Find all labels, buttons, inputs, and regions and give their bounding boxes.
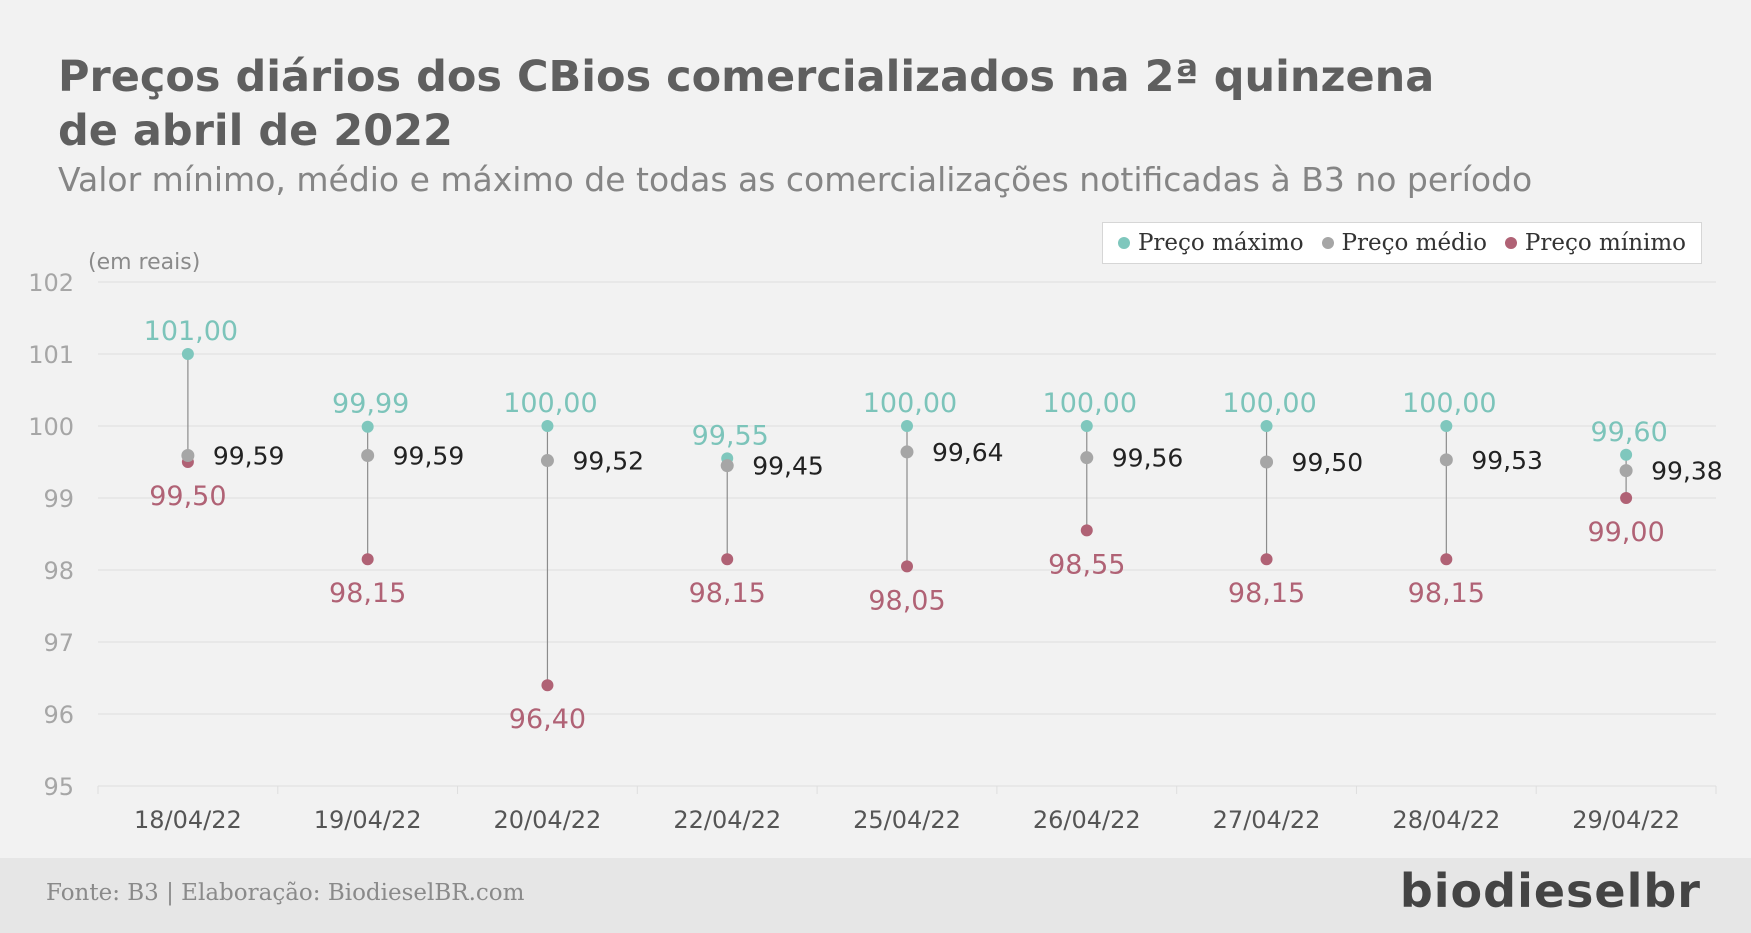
avg-price-label: 99,64	[932, 438, 1004, 467]
min-price-point	[1260, 553, 1273, 566]
price-chart: 95 96 97 98 99 100 101 102 18/04/22 101,00 99,59 99…	[28, 269, 1723, 834]
avg-price-point	[1619, 464, 1633, 478]
avg-price-label: 99,52	[572, 447, 644, 476]
avg-price-point	[900, 445, 914, 459]
y-tick-label: 102	[28, 269, 74, 297]
y-tick-label: 101	[28, 341, 74, 369]
max-price-label: 100,00	[1043, 388, 1137, 419]
avg-price-label: 99,53	[1471, 446, 1543, 475]
max-price-point	[361, 420, 374, 433]
min-price-point	[1620, 492, 1633, 504]
avg-price-label: 99,59	[213, 442, 285, 471]
max-price-point	[1620, 448, 1633, 461]
chart-subtitle: Valor mínimo, médio e máximo de todas as…	[58, 160, 1533, 199]
source-credit: Fonte: B3 | Elaboração: BiodieselBR.com	[46, 880, 525, 906]
legend-item-min: Preço mínimo	[1504, 230, 1687, 256]
max-price-label: 99,99	[332, 389, 409, 420]
avg-price-label: 99,50	[1292, 448, 1364, 477]
y-tick-label: 98	[43, 557, 74, 585]
min-price-label: 98,15	[1228, 578, 1305, 609]
max-price-label: 101,00	[144, 316, 238, 347]
avg-price-point	[1080, 451, 1094, 465]
min-price-point	[721, 553, 734, 566]
x-tick-label: 25/04/22	[853, 806, 961, 834]
x-tick-label: 22/04/22	[673, 806, 781, 834]
brand-logo: biodieselbr	[1399, 864, 1701, 918]
legend-item-max: Preço máximo	[1117, 230, 1304, 256]
avg-price-label: 99,56	[1112, 444, 1184, 473]
min-price-point	[901, 560, 913, 573]
max-price-label: 100,00	[1402, 388, 1496, 419]
max-price-label: 100,00	[1222, 388, 1316, 419]
y-tick-label: 95	[43, 773, 74, 801]
legend-max-marker	[1117, 237, 1130, 249]
x-tick-label: 18/04/22	[134, 806, 242, 834]
x-tick-label: 26/04/22	[1033, 806, 1141, 834]
x-tick-label: 20/04/22	[494, 806, 602, 834]
chart-legend: Preço máximo Preço médio Preço mínimo	[1102, 222, 1702, 264]
min-price-point	[1080, 524, 1093, 537]
min-price-label: 98,55	[1048, 549, 1125, 580]
max-price-label: 99,60	[1590, 417, 1667, 448]
avg-price-label: 99,45	[752, 452, 824, 481]
min-price-label: 98,15	[329, 578, 406, 609]
max-price-point	[1260, 420, 1273, 432]
min-price-label: 98,15	[1408, 578, 1485, 609]
min-price-label: 98,05	[868, 585, 945, 616]
legend-min-marker	[1504, 237, 1517, 249]
min-price-label: 98,15	[689, 578, 766, 609]
avg-price-point	[540, 454, 554, 468]
max-price-point	[901, 420, 913, 432]
chart-title: Preços diários dos CBios comercializados…	[58, 52, 1435, 156]
avg-price-label: 99,59	[393, 442, 465, 471]
x-tick-label: 29/04/22	[1572, 806, 1680, 834]
min-price-point	[541, 679, 554, 692]
x-tick-label: 19/04/22	[314, 806, 422, 834]
max-price-point	[1440, 420, 1453, 432]
legend-min-label: Preço mínimo	[1524, 230, 1687, 256]
min-price-point	[361, 553, 374, 566]
avg-price-point	[181, 449, 195, 463]
avg-price-point	[1439, 453, 1453, 467]
legend-item-avg: Preço médio	[1321, 230, 1487, 256]
y-tick-label: 97	[43, 629, 74, 657]
avg-price-point	[361, 449, 375, 463]
max-price-label: 100,00	[863, 388, 957, 419]
min-price-label: 99,50	[149, 481, 226, 512]
legend-max-label: Preço máximo	[1137, 230, 1304, 256]
y-tick-label: 96	[43, 701, 74, 729]
legend-avg-label: Preço médio	[1341, 230, 1487, 256]
min-price-point	[1440, 553, 1453, 566]
legend-avg-marker	[1321, 237, 1334, 249]
x-tick-label: 28/04/22	[1392, 806, 1500, 834]
max-price-point	[181, 348, 194, 360]
y-tick-label: 100	[28, 413, 74, 441]
min-price-label: 96,40	[509, 704, 586, 735]
y-tick-label: 99	[43, 485, 74, 513]
x-tick-label: 27/04/22	[1213, 806, 1321, 834]
max-price-label: 99,55	[692, 420, 769, 451]
max-price-point	[541, 420, 554, 432]
max-price-point	[1080, 420, 1093, 432]
y-axis-unit-label: (em reais)	[88, 250, 201, 275]
footer-bar: Fonte: B3 | Elaboração: BiodieselBR.com …	[0, 858, 1751, 933]
avg-price-label: 99,38	[1651, 457, 1723, 486]
avg-price-point	[1260, 455, 1274, 469]
max-price-label: 100,00	[503, 388, 597, 419]
avg-price-point	[720, 459, 734, 473]
min-price-label: 99,00	[1587, 517, 1664, 548]
